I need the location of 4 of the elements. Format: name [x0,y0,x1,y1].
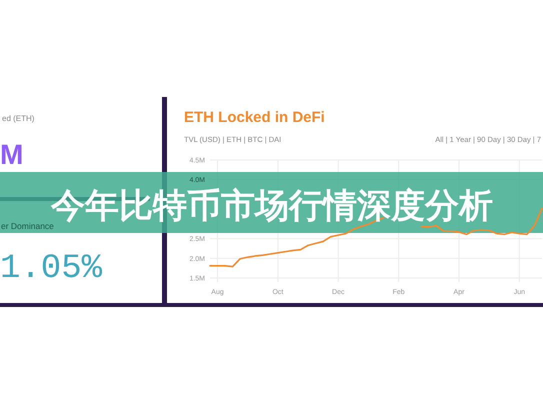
chart-title: ETH Locked in DeFi [184,109,325,126]
text: M [0,139,24,170]
text: 1.05% [0,250,103,288]
text: ed (ETH) [2,114,35,123]
